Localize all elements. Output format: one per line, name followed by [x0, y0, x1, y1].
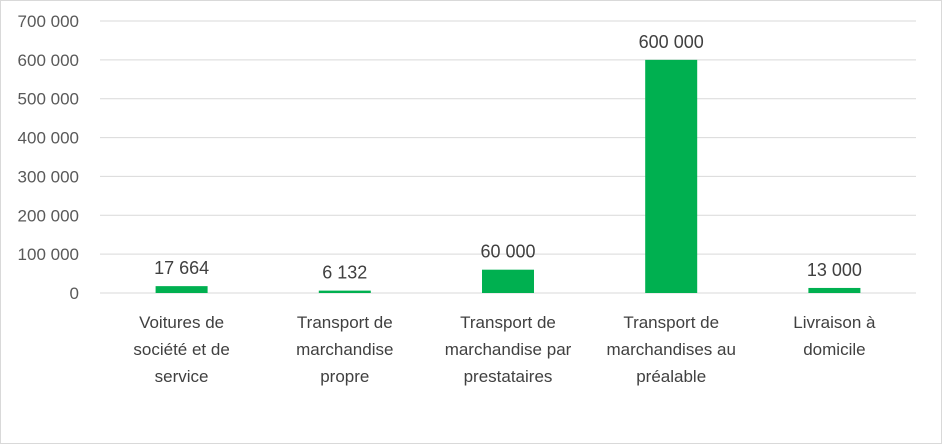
category-label-line: Transport de: [297, 313, 393, 332]
bar: [318, 290, 371, 293]
category-label: Voitures de société et de service: [133, 313, 229, 386]
category-label-line: Transport de: [460, 313, 556, 332]
bar: [482, 269, 534, 293]
y-tick-label: 600 000: [18, 51, 79, 70]
y-tick-label: 300 000: [18, 167, 79, 186]
category-label-line: marchandises au: [606, 340, 735, 359]
category-label-line: domicile: [803, 340, 865, 359]
data-label: 6 132: [322, 263, 367, 283]
category-label-line: marchandise: [296, 340, 393, 359]
y-tick-label: 200 000: [18, 206, 79, 225]
bar: [645, 59, 698, 293]
data-label: 13 000: [807, 260, 862, 280]
y-tick-label: 700 000: [18, 12, 79, 31]
category-label-line: Livraison à: [793, 313, 876, 332]
category-label: Transport de marchandises au préalable: [606, 313, 735, 386]
category-label-line: marchandise par: [445, 340, 572, 359]
category-label: Livraison à domicile: [793, 313, 876, 359]
category-label-line: prestataires: [464, 367, 553, 386]
bar: [155, 286, 208, 293]
y-tick-label: 100 000: [18, 245, 79, 264]
category-label-line: société et de: [133, 340, 229, 359]
bar: [808, 287, 861, 293]
y-tick-label: 0: [70, 284, 79, 303]
category-label-line: service: [155, 367, 209, 386]
data-label: 17 664: [154, 258, 209, 278]
data-label: 60 000: [480, 242, 535, 262]
category-label-line: Transport de: [623, 313, 719, 332]
y-tick-label: 400 000: [18, 129, 79, 148]
category-label-line: préalable: [636, 367, 706, 386]
category-label: Transport de marchandise par prestataires: [445, 313, 572, 386]
category-label-line: Voitures de: [139, 313, 224, 332]
category-label-line: propre: [320, 367, 369, 386]
data-label: 600 000: [639, 32, 704, 52]
y-tick-label: 500 000: [18, 90, 79, 109]
category-label: Transport de marchandise propre: [296, 313, 393, 386]
